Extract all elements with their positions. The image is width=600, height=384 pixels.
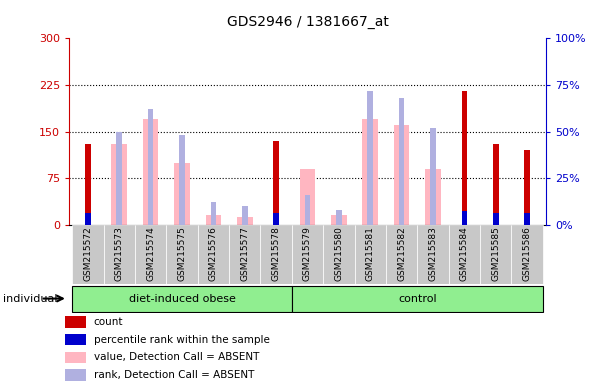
Bar xyxy=(72,225,104,284)
Bar xyxy=(273,213,279,225)
Bar xyxy=(260,225,292,284)
Bar xyxy=(211,202,216,225)
Bar xyxy=(386,225,418,284)
Text: GDS2946 / 1381667_at: GDS2946 / 1381667_at xyxy=(227,15,388,29)
Bar xyxy=(367,91,373,225)
Bar xyxy=(273,141,279,225)
Bar xyxy=(399,98,404,225)
Bar xyxy=(323,225,355,284)
Bar xyxy=(331,215,347,225)
Bar xyxy=(65,352,86,363)
Bar xyxy=(524,214,530,225)
Text: rank, Detection Call = ABSENT: rank, Detection Call = ABSENT xyxy=(94,370,254,380)
Bar xyxy=(480,225,511,284)
Bar xyxy=(493,214,499,225)
Bar xyxy=(143,119,158,225)
Bar xyxy=(292,225,323,284)
Bar xyxy=(72,286,292,311)
Bar xyxy=(362,119,378,225)
Bar xyxy=(65,316,86,328)
Text: control: control xyxy=(398,293,437,304)
Bar xyxy=(493,144,499,225)
Text: GSM215572: GSM215572 xyxy=(83,227,92,281)
Bar xyxy=(229,225,260,284)
Bar xyxy=(179,135,185,225)
Bar xyxy=(418,225,449,284)
Text: individual: individual xyxy=(3,293,58,304)
Text: GSM215583: GSM215583 xyxy=(428,227,437,281)
Bar xyxy=(206,215,221,225)
Bar xyxy=(166,225,197,284)
Text: GSM215579: GSM215579 xyxy=(303,227,312,281)
Bar xyxy=(116,131,122,225)
Bar xyxy=(430,128,436,225)
Text: GSM215584: GSM215584 xyxy=(460,227,469,281)
Text: GSM215573: GSM215573 xyxy=(115,227,124,281)
Text: GSM215580: GSM215580 xyxy=(334,227,343,281)
Text: GSM215575: GSM215575 xyxy=(178,227,187,281)
Text: GSM215576: GSM215576 xyxy=(209,227,218,281)
Bar xyxy=(355,225,386,284)
Bar xyxy=(112,144,127,225)
Bar xyxy=(85,213,91,225)
Bar xyxy=(292,286,543,311)
Bar xyxy=(65,369,86,381)
Text: percentile rank within the sample: percentile rank within the sample xyxy=(94,334,269,344)
Text: value, Detection Call = ABSENT: value, Detection Call = ABSENT xyxy=(94,353,259,362)
Bar xyxy=(104,225,135,284)
Bar xyxy=(135,225,166,284)
Text: count: count xyxy=(94,317,123,327)
Bar xyxy=(449,225,480,284)
Bar xyxy=(197,225,229,284)
Bar xyxy=(174,162,190,225)
Text: GSM215586: GSM215586 xyxy=(523,227,532,281)
Bar xyxy=(65,334,86,345)
Text: GSM215574: GSM215574 xyxy=(146,227,155,281)
Bar xyxy=(461,211,467,225)
Bar xyxy=(305,195,310,225)
Bar xyxy=(148,109,154,225)
Text: diet-induced obese: diet-induced obese xyxy=(128,293,235,304)
Bar xyxy=(461,91,467,225)
Text: GSM215582: GSM215582 xyxy=(397,227,406,281)
Bar xyxy=(511,225,543,284)
Bar xyxy=(299,169,316,225)
Bar xyxy=(237,217,253,225)
Bar xyxy=(242,206,248,225)
Bar xyxy=(394,125,409,225)
Text: GSM215585: GSM215585 xyxy=(491,227,500,281)
Text: GSM215578: GSM215578 xyxy=(272,227,281,281)
Bar xyxy=(425,169,441,225)
Bar xyxy=(524,150,530,225)
Text: GSM215581: GSM215581 xyxy=(366,227,375,281)
Text: GSM215577: GSM215577 xyxy=(240,227,249,281)
Bar xyxy=(336,210,342,225)
Bar xyxy=(85,144,91,225)
